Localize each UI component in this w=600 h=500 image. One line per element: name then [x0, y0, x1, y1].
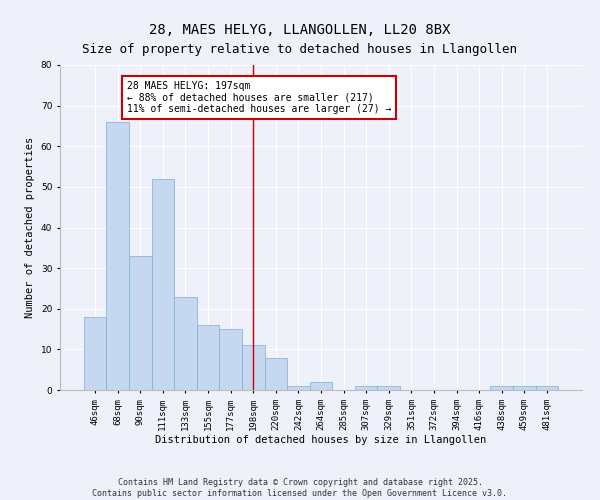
- Bar: [106, 122, 129, 390]
- Bar: [490, 386, 513, 390]
- Text: Size of property relative to detached houses in Llangollen: Size of property relative to detached ho…: [83, 42, 517, 56]
- Bar: [536, 386, 558, 390]
- Bar: [265, 358, 287, 390]
- Bar: [242, 346, 265, 390]
- Bar: [220, 329, 242, 390]
- Bar: [355, 386, 377, 390]
- X-axis label: Distribution of detached houses by size in Llangollen: Distribution of detached houses by size …: [155, 436, 487, 446]
- Bar: [197, 325, 220, 390]
- Bar: [84, 317, 106, 390]
- Text: 28 MAES HELYG: 197sqm
← 88% of detached houses are smaller (217)
11% of semi-det: 28 MAES HELYG: 197sqm ← 88% of detached …: [127, 81, 391, 114]
- Bar: [513, 386, 536, 390]
- Bar: [310, 382, 332, 390]
- Bar: [129, 256, 152, 390]
- Text: 28, MAES HELYG, LLANGOLLEN, LL20 8BX: 28, MAES HELYG, LLANGOLLEN, LL20 8BX: [149, 22, 451, 36]
- Y-axis label: Number of detached properties: Number of detached properties: [25, 137, 35, 318]
- Bar: [377, 386, 400, 390]
- Bar: [152, 179, 174, 390]
- Bar: [287, 386, 310, 390]
- Bar: [174, 296, 197, 390]
- Text: Contains HM Land Registry data © Crown copyright and database right 2025.
Contai: Contains HM Land Registry data © Crown c…: [92, 478, 508, 498]
